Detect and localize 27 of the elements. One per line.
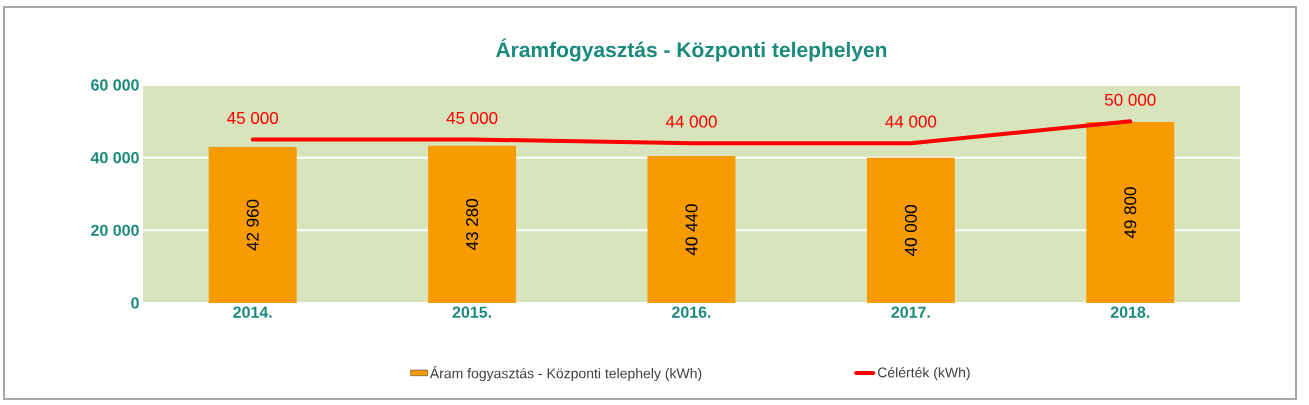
legend-label: Célérték (kWh): [877, 366, 970, 381]
data-label: 42 960: [246, 199, 259, 251]
bar: [208, 146, 297, 303]
data-label: 44 000: [665, 115, 717, 128]
x-tick-label: 2015.: [452, 306, 491, 318]
data-label: 50 000: [1104, 93, 1156, 106]
data-label: 43 280: [466, 199, 479, 250]
data-label: 40 000: [904, 205, 917, 256]
y-tick-label: 60 000: [91, 79, 139, 91]
bar: [1086, 122, 1175, 303]
data-label: 45 000: [227, 111, 279, 124]
bar: [428, 145, 517, 303]
bar: [647, 156, 736, 303]
data-label: 45 000: [446, 111, 498, 124]
x-tick-label: 2018.: [1110, 306, 1150, 318]
y-tick-label: 0: [131, 297, 139, 309]
x-tick-label: 2016.: [672, 306, 711, 318]
legend-label: Áram fogyasztás - Központi telephely (kWh): [429, 366, 702, 382]
y-tick-label: 40 000: [90, 152, 139, 164]
chart-title: Áramfogyasztás - Központi telephelyen: [495, 38, 887, 62]
x-tick-label: 2017.: [891, 306, 930, 318]
bar: [866, 157, 955, 303]
data-label: 40 440: [685, 204, 698, 256]
y-tick-label: 20 000: [91, 224, 139, 236]
data-label: 44 000: [885, 115, 937, 128]
data-label: 49 800: [1124, 187, 1137, 239]
x-tick-label: 2014.: [233, 306, 272, 318]
